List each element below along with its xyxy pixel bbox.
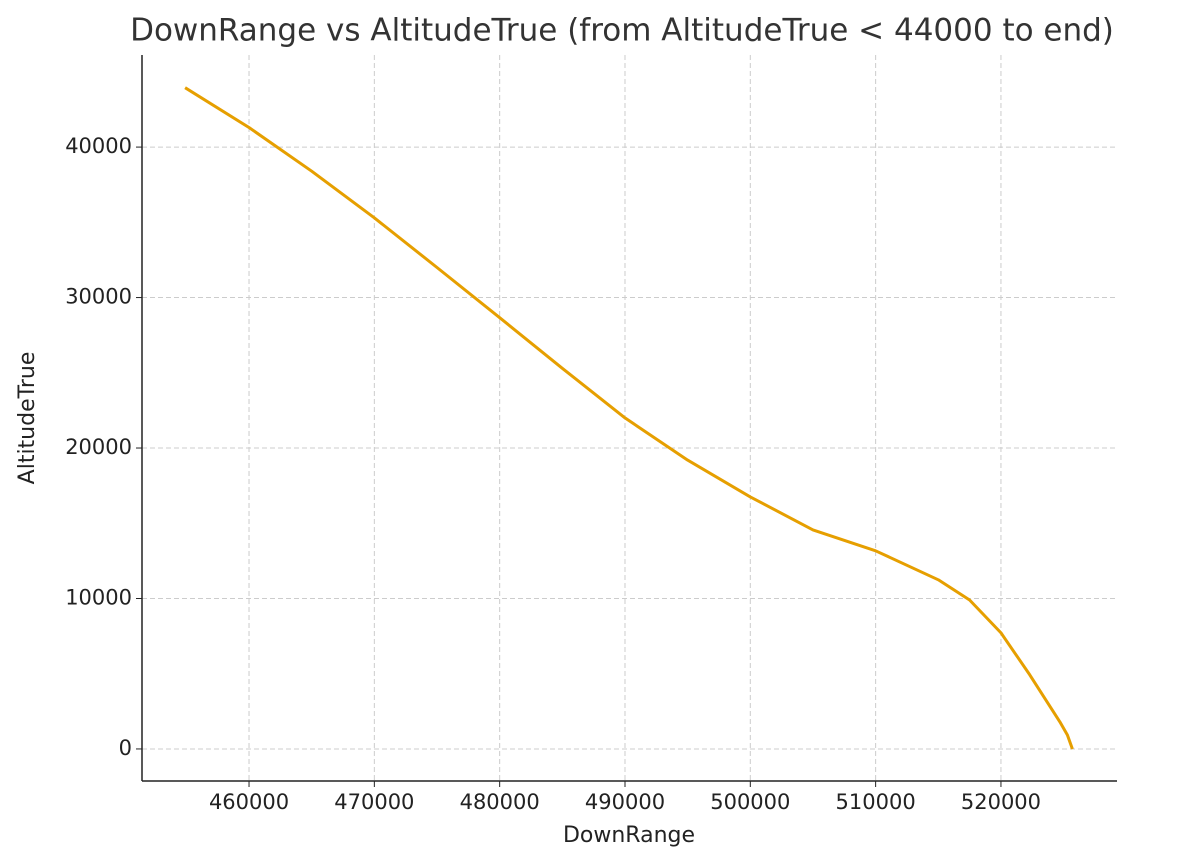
y-axis-label: AltitudeTrue — [15, 352, 40, 485]
x-tick-label: 460000 — [209, 790, 289, 814]
y-tick-label: 0 — [119, 736, 132, 760]
y-tick-label: 30000 — [65, 285, 132, 309]
x-tick-label: 480000 — [460, 790, 540, 814]
x-tick-label: 510000 — [836, 790, 916, 814]
x-tick-label: 520000 — [961, 790, 1041, 814]
x-tick-label: 490000 — [585, 790, 665, 814]
y-tick-label: 10000 — [65, 585, 132, 609]
data-line — [184, 86, 1074, 750]
y-tick-label: 40000 — [65, 134, 132, 158]
x-tick-label: 500000 — [710, 790, 790, 814]
x-tick-label: 470000 — [334, 790, 414, 814]
y-tick-label: 20000 — [65, 435, 132, 459]
chart-title: DownRange vs AltitudeTrue (from Altitude… — [130, 13, 1114, 49]
x-axis-label: DownRange — [563, 823, 695, 848]
